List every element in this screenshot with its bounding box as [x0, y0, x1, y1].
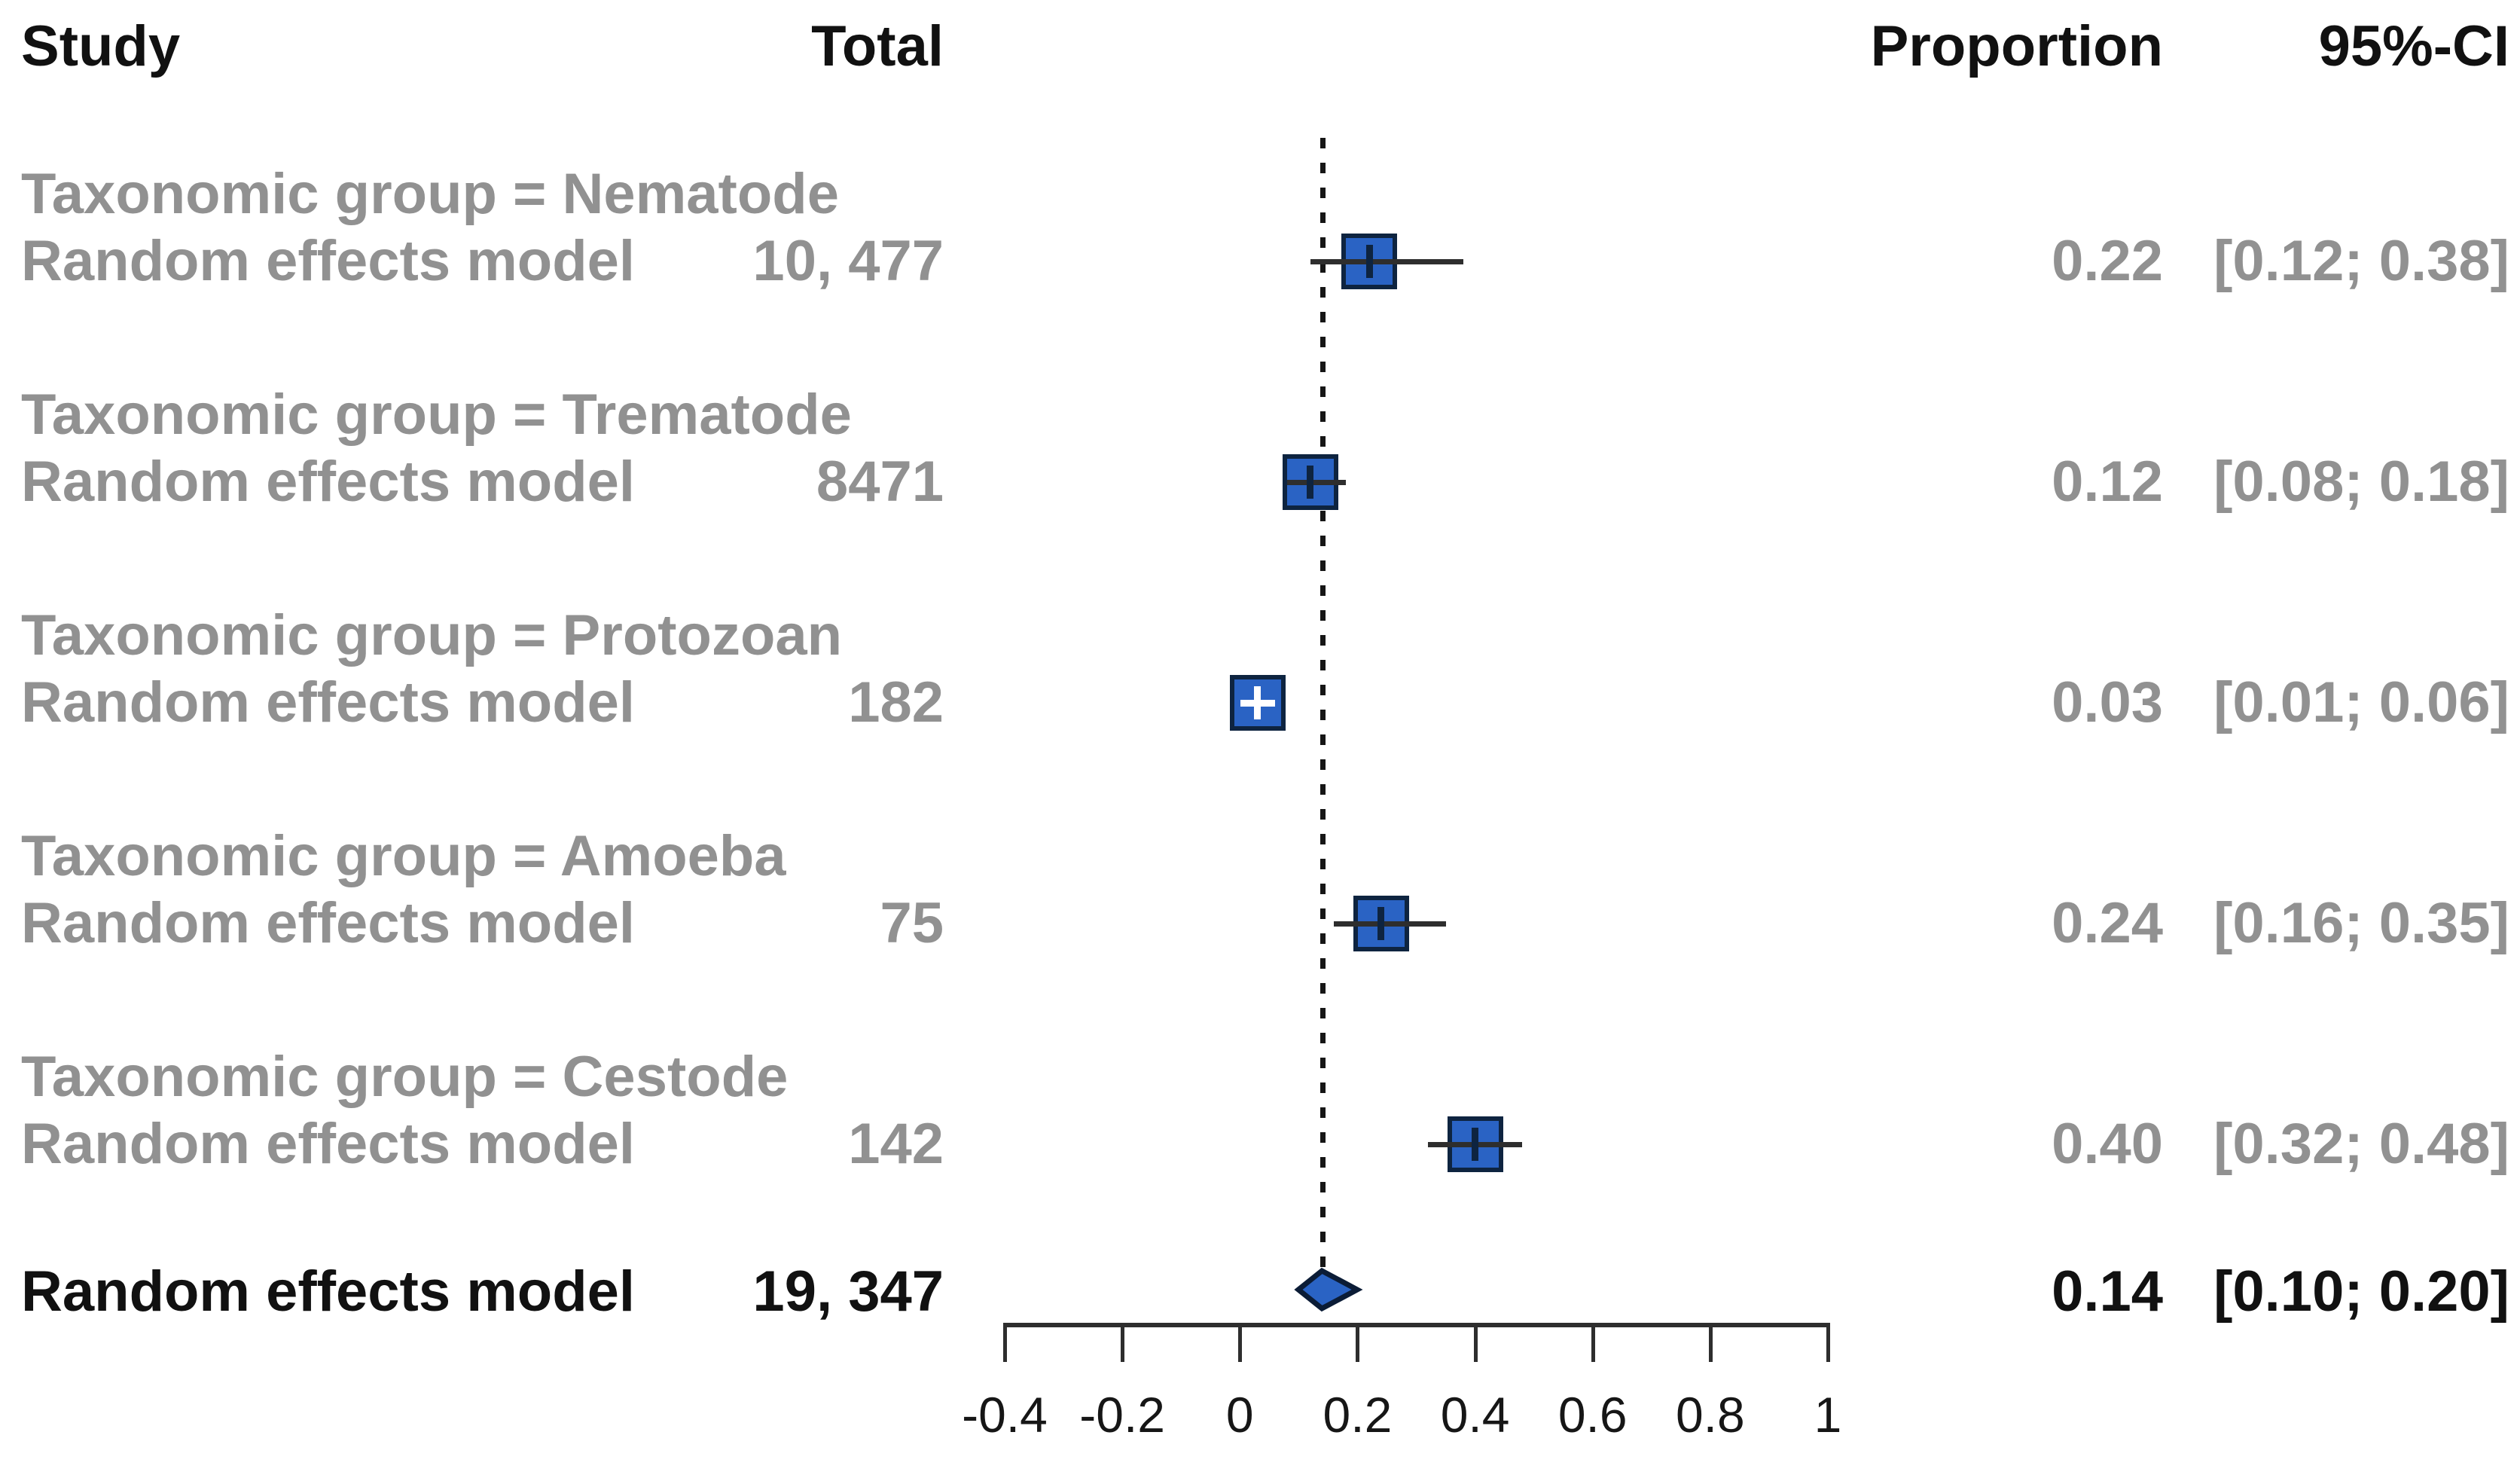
- ci-value: [0.12; 0.38]: [2213, 229, 2509, 293]
- point-marker: [1254, 686, 1262, 719]
- point-marker: [1307, 466, 1314, 499]
- group-label: Taxonomic group = Amoeba: [21, 824, 786, 888]
- axis-tick: [1356, 1323, 1360, 1362]
- effect-square: [1229, 675, 1286, 731]
- overall-diamond-shape: [1294, 1267, 1363, 1312]
- axis-tick-label: 0.2: [1323, 1387, 1393, 1443]
- axis-tick: [1826, 1323, 1830, 1362]
- axis-tick: [1473, 1323, 1478, 1362]
- proportion-value: 0.40: [2052, 1112, 2163, 1176]
- axis-tick-label: 0.8: [1675, 1387, 1745, 1443]
- group-label: Taxonomic group = Cestode: [21, 1045, 789, 1109]
- proportion-value: 0.12: [2052, 450, 2163, 514]
- axis-tick-label: -0.2: [1079, 1387, 1165, 1443]
- overall-proportion-value: 0.14: [2052, 1260, 2163, 1324]
- column-header-study: Study: [21, 14, 181, 78]
- overall-label: Random effects model: [21, 1260, 636, 1324]
- model-label: Random effects model: [21, 670, 636, 734]
- overall-total-value: 19, 347: [752, 1260, 944, 1324]
- total-value: 8471: [816, 450, 944, 514]
- column-header-ci: 95%-CI: [2318, 14, 2509, 78]
- point-marker: [1365, 245, 1373, 278]
- group-label: Taxonomic group = Nematode: [21, 162, 839, 226]
- proportion-value: 0.22: [2052, 229, 2163, 293]
- column-header-total: Total: [811, 14, 944, 78]
- reference-line: [1319, 138, 1326, 1275]
- ci-line-inner: [1334, 921, 1446, 927]
- point-marker: [1377, 907, 1385, 940]
- axis-tick-label: 0.6: [1557, 1387, 1628, 1443]
- model-label: Random effects model: [21, 229, 636, 293]
- model-label: Random effects model: [21, 1112, 636, 1176]
- axis-tick: [1238, 1323, 1243, 1362]
- column-header-proportion: Proportion: [1870, 14, 2163, 78]
- axis-tick: [1708, 1323, 1713, 1362]
- axis-tick-label: -0.4: [962, 1387, 1048, 1443]
- ci-value: [0.32; 0.48]: [2213, 1112, 2509, 1176]
- ci-line-inner: [1286, 479, 1346, 485]
- overall-diamond: [1294, 1267, 1363, 1312]
- total-value: 142: [848, 1112, 944, 1176]
- group-label: Taxonomic group = Protozoan: [21, 603, 843, 667]
- axis-tick-label: 0: [1225, 1387, 1254, 1443]
- model-label: Random effects model: [21, 450, 636, 514]
- model-label: Random effects model: [21, 891, 636, 955]
- axis-tick-label: 0.4: [1440, 1387, 1510, 1443]
- axis-tick: [1003, 1323, 1007, 1362]
- axis-tick: [1121, 1323, 1125, 1362]
- axis-line: [1003, 1323, 1830, 1327]
- axis-tick-label: 1: [1814, 1387, 1842, 1443]
- point-marker: [1472, 1128, 1479, 1161]
- total-value: 10, 477: [752, 229, 944, 293]
- proportion-value: 0.03: [2052, 670, 2163, 734]
- overall-ci-value: [0.10; 0.20]: [2213, 1260, 2509, 1324]
- total-value: 75: [880, 891, 944, 955]
- group-label: Taxonomic group = Trematode: [21, 383, 852, 447]
- axis-tick: [1591, 1323, 1595, 1362]
- ci-value: [0.16; 0.35]: [2213, 891, 2509, 955]
- total-value: 182: [848, 670, 944, 734]
- proportion-value: 0.24: [2052, 891, 2163, 955]
- ci-value: [0.01; 0.06]: [2213, 670, 2509, 734]
- ci-line-inner: [1310, 258, 1463, 264]
- ci-value: [0.08; 0.18]: [2213, 450, 2509, 514]
